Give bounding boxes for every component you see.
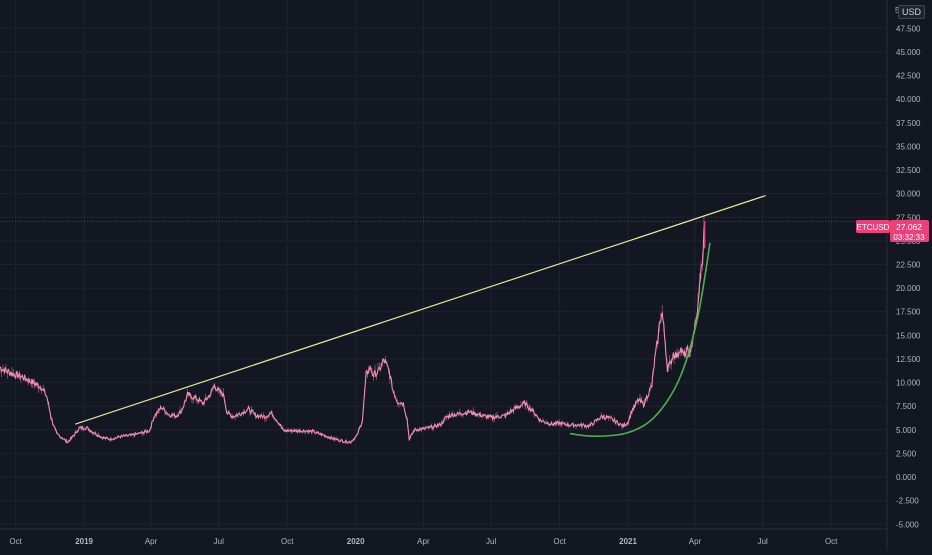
symbol-tag bbox=[856, 220, 890, 233]
x-tick-label: Jul bbox=[758, 537, 768, 546]
y-tick-label: 45.000 bbox=[896, 48, 921, 57]
x-tick-label: 2020 bbox=[347, 537, 365, 546]
candle-countdown: 03:32:33 bbox=[893, 233, 925, 242]
time-axis[interactable]: Oct 2019 Apr Jul Oct 2020 Apr Jul Oct 2021 Apr Jul O… bbox=[9, 537, 838, 546]
y-tick-label: 32.500 bbox=[896, 166, 921, 175]
y-tick-label: 10.000 bbox=[896, 379, 921, 388]
y-tick-label: 22.500 bbox=[896, 261, 921, 270]
series-layer bbox=[0, 216, 887, 445]
price-axis[interactable]: -5.000 -2.500 0.000 2.500 5.000 7.500 10.000 12… bbox=[896, 24, 921, 529]
x-tick-label: 2019 bbox=[75, 537, 93, 546]
x-tick-label: Jul bbox=[486, 537, 496, 546]
x-tick-label: Oct bbox=[553, 537, 566, 546]
y-tick-label: 2.500 bbox=[896, 449, 917, 458]
price-tag-layer: ETCUSD 27.062 03:32:33 bbox=[856, 220, 929, 242]
y-tick-label: 5.000 bbox=[896, 426, 917, 435]
x-tick-label: Jul bbox=[214, 537, 224, 546]
y-tick-label: 17.500 bbox=[896, 308, 921, 317]
y-tick-label: 20.000 bbox=[896, 284, 921, 293]
y-tick-label: 37.500 bbox=[896, 119, 921, 128]
y-tick-label: 40.000 bbox=[896, 95, 921, 104]
x-tick-label: Apr bbox=[417, 537, 430, 546]
x-tick-label: 2021 bbox=[619, 537, 637, 546]
y-tick-label: 42.500 bbox=[896, 72, 921, 81]
x-tick-label: Apr bbox=[689, 537, 702, 546]
last-price-tag bbox=[890, 220, 929, 242]
last-price-value: 27.062 bbox=[896, 222, 922, 232]
y-tick-label: 30.000 bbox=[896, 190, 921, 199]
currency-badge[interactable]: USD bbox=[897, 5, 925, 19]
x-tick-label: Oct bbox=[9, 537, 22, 546]
y-tick-label: -2.500 bbox=[896, 497, 919, 506]
annotation-layer bbox=[74, 194, 766, 438]
trendline-drawing[interactable] bbox=[74, 194, 766, 425]
y-tick-label: 35.000 bbox=[896, 142, 921, 151]
y-tick-label: 7.500 bbox=[896, 402, 917, 411]
parabolic-curve-drawing[interactable] bbox=[569, 242, 711, 438]
grid-layer bbox=[0, 0, 887, 529]
y-tick-label: 12.500 bbox=[896, 355, 921, 364]
x-tick-label: Oct bbox=[825, 537, 838, 546]
symbol-label: ETCUSD bbox=[857, 223, 890, 232]
y-tick-label: -5.000 bbox=[896, 520, 919, 529]
x-tick-label: Oct bbox=[281, 537, 294, 546]
y-tick-label: 47.500 bbox=[896, 24, 921, 33]
price-series-line bbox=[0, 221, 706, 445]
x-tick-label: Apr bbox=[145, 537, 158, 546]
y-tick-label: 27.500 bbox=[896, 213, 921, 222]
y-tick-label: 15.000 bbox=[896, 331, 921, 340]
y-tick-label: 0.000 bbox=[896, 473, 917, 482]
